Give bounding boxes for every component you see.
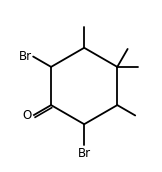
Text: O: O (22, 109, 32, 122)
Text: Br: Br (19, 50, 32, 63)
Text: Br: Br (78, 147, 91, 160)
